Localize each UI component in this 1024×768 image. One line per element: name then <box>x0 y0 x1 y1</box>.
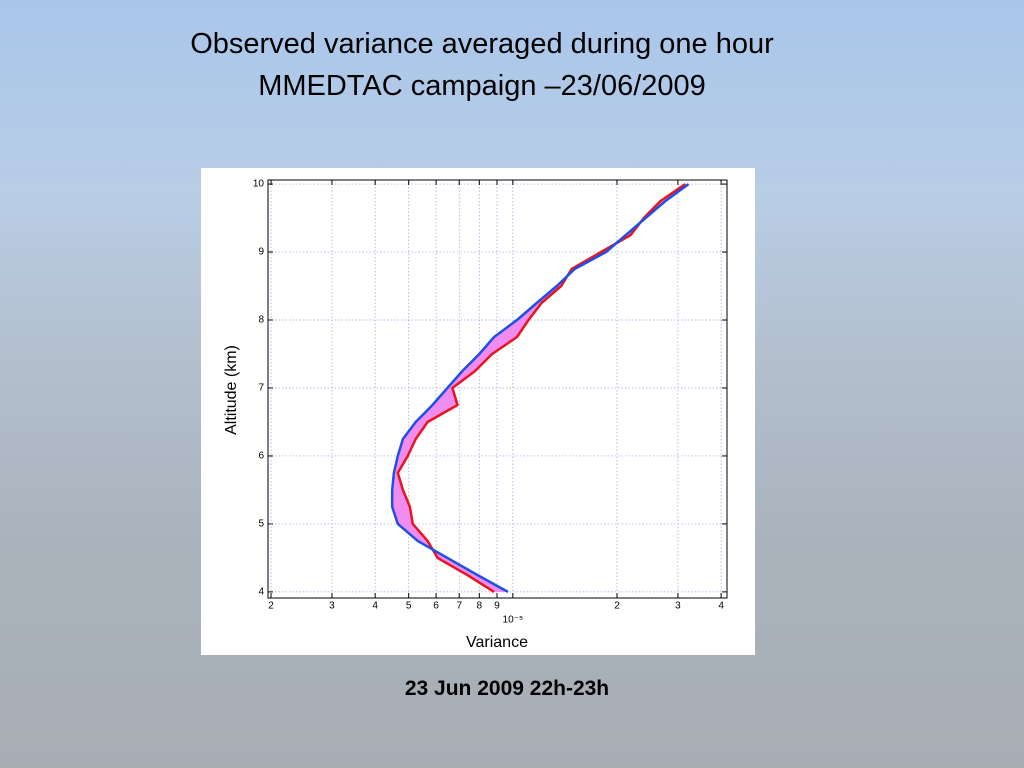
slide-title: Observed variance averaged during one ho… <box>190 28 774 60</box>
x-tick-label: 8 <box>477 601 483 612</box>
x-tick-label: 2 <box>614 601 620 612</box>
x-tick-label: 6 <box>433 601 439 612</box>
y-tick-label: 4 <box>258 587 264 598</box>
profile-line <box>390 183 690 593</box>
x-tick-label: 3 <box>329 601 335 612</box>
y-axis-label: Altitude (km) <box>223 345 240 435</box>
y-tick-label: 9 <box>258 247 264 258</box>
plot-frame <box>267 179 728 599</box>
x-tick-label: 7 <box>456 601 462 612</box>
y-tick-label: 6 <box>258 451 264 462</box>
profile-line <box>396 183 686 593</box>
x-tick-label: 4 <box>718 601 724 612</box>
y-tick-label: 7 <box>258 383 264 394</box>
chart-panel <box>201 168 755 655</box>
caption: 23 Jun 2009 22h-23h <box>404 677 610 700</box>
x-tick-label: 5 <box>406 601 412 612</box>
slide-title: MMEDTAC campaign –23/06/2009 <box>258 70 706 102</box>
y-tick-label: 5 <box>258 519 264 530</box>
x-axis-label: Variance <box>466 634 528 651</box>
x-tick-label: 3 <box>675 601 681 612</box>
x-tick-label: 2 <box>268 601 274 612</box>
y-tick-label: 8 <box>258 315 264 326</box>
x-tick-label: 4 <box>372 601 378 612</box>
x-tick-label: 10⁻⁵ <box>503 615 524 626</box>
x-tick-label: 9 <box>494 601 500 612</box>
y-tick-label: 10 <box>253 179 265 190</box>
